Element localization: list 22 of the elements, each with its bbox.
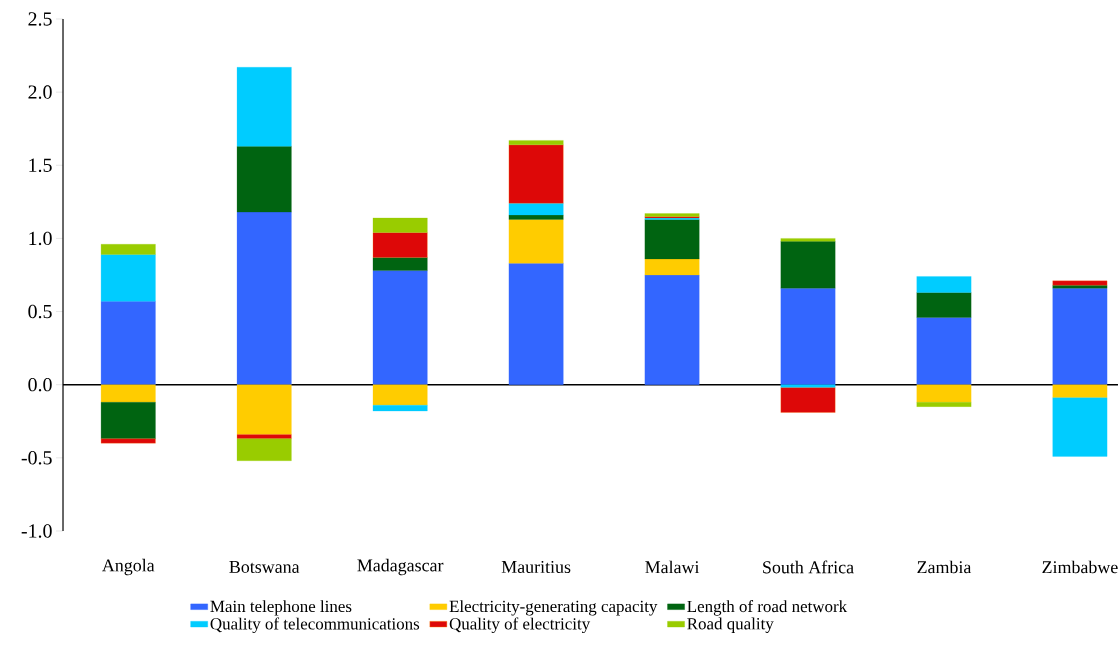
x-tick-label: Madagascar (357, 558, 444, 576)
x-tick-label: Zimbabwe (1042, 560, 1118, 574)
y-tick-label: 1.0 (29, 231, 52, 246)
y-tick-label: -0.5 (21, 451, 52, 465)
y-tick-label: 2.5 (28, 12, 52, 26)
legend-label: Quality of electricity (449, 617, 591, 634)
x-tick-label: Zambia (917, 560, 972, 574)
y-tick-label: 1.5 (29, 158, 52, 172)
legend-label: Main telephone lines (210, 600, 352, 616)
x-tick-label: Botswana (229, 561, 300, 573)
legend-label: Length of road network (687, 600, 848, 616)
x-tick-label: South Africa (763, 560, 854, 574)
x-tick-label: Mauritius (501, 560, 571, 574)
x-tick-label: Angola (102, 558, 155, 576)
y-tick-label: 2.0 (28, 85, 52, 99)
x-tick-label: Malawi (645, 560, 700, 574)
y-tick-label: 0.0 (28, 377, 52, 392)
legend-label: Quality of telecommunications (210, 617, 420, 634)
y-tick-label: -1.0 (21, 524, 52, 538)
legend-label: Electricity-generating capacity (449, 600, 658, 616)
legend-label: Road quality (687, 617, 774, 633)
y-tick-label: 0.5 (28, 304, 52, 319)
